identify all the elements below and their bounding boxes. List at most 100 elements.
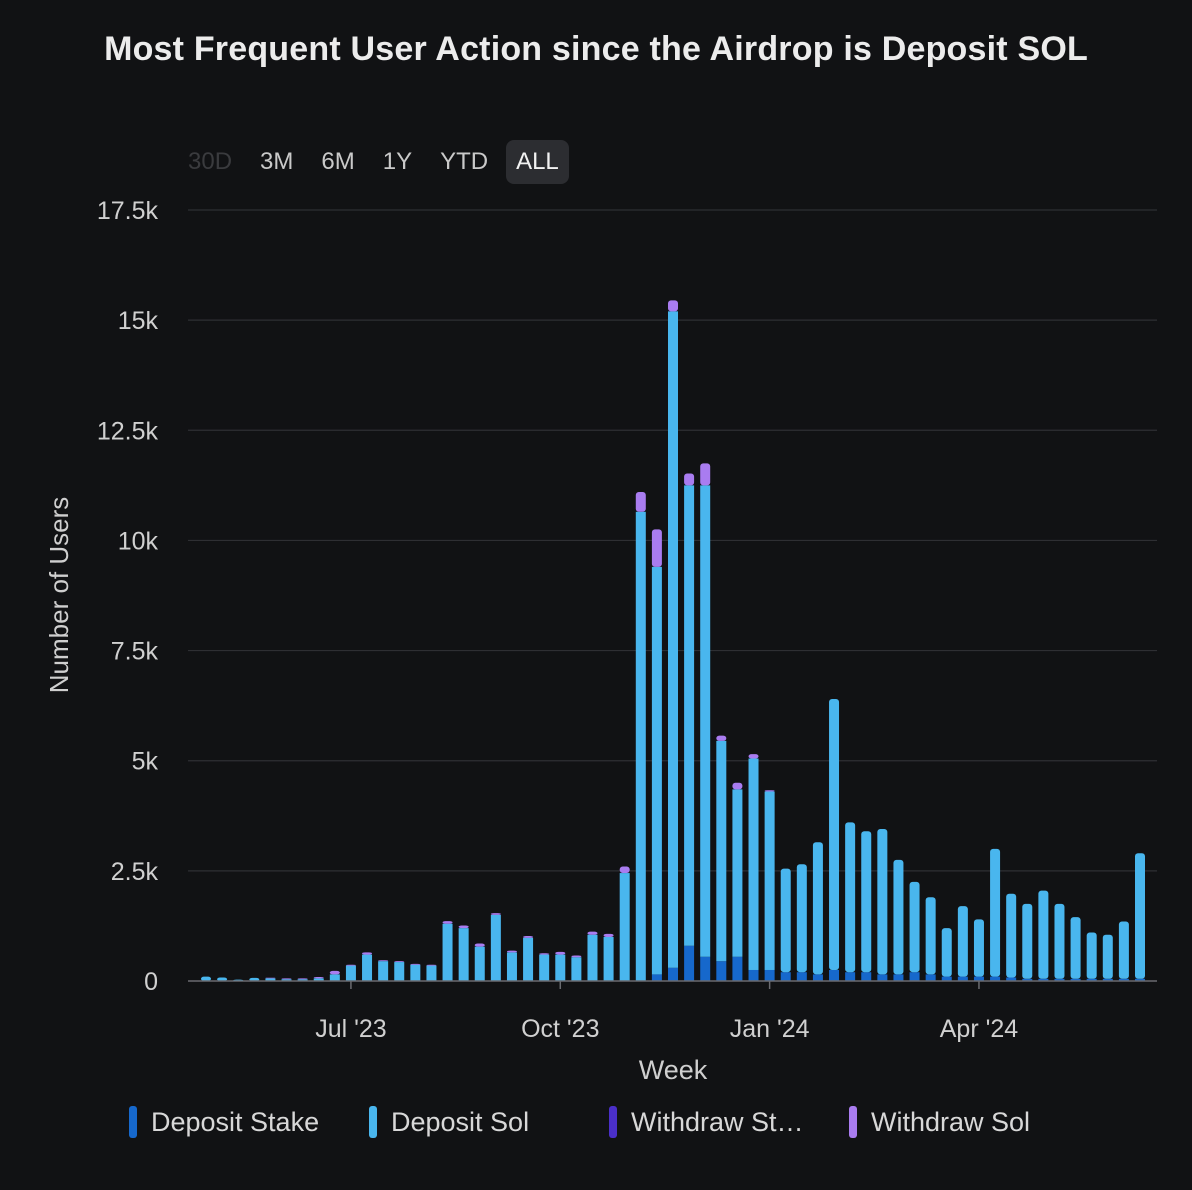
- range-ytd-button[interactable]: YTD: [440, 148, 489, 175]
- bar-withdraw-sol[interactable]: [458, 925, 469, 929]
- bar-deposit-sol[interactable]: [603, 936, 614, 981]
- bar-deposit-sol[interactable]: [668, 311, 678, 968]
- bar-deposit-sol[interactable]: [780, 868, 791, 973]
- bar-withdraw-sol[interactable]: [764, 790, 775, 792]
- bar-deposit-sol[interactable]: [973, 919, 984, 977]
- bar-deposit-stake[interactable]: [990, 976, 1001, 981]
- bar-deposit-sol[interactable]: [893, 859, 904, 975]
- bar-deposit-sol[interactable]: [442, 923, 453, 981]
- bar-deposit-sol[interactable]: [716, 740, 727, 962]
- bar-withdraw-sol[interactable]: [748, 754, 759, 759]
- legend-item-deposit-stake[interactable]: Deposit Stake: [125, 1106, 365, 1138]
- bar-deposit-sol[interactable]: [635, 511, 646, 981]
- bar-deposit-sol[interactable]: [394, 962, 405, 981]
- bar-deposit-sol[interactable]: [523, 937, 534, 981]
- bar-deposit-sol[interactable]: [297, 979, 308, 981]
- bar-deposit-sol[interactable]: [748, 758, 759, 970]
- bar-withdraw-sol[interactable]: [651, 529, 662, 567]
- bar-withdraw-sol[interactable]: [619, 866, 630, 874]
- bar-deposit-sol[interactable]: [700, 485, 711, 957]
- bar-withdraw-sol[interactable]: [523, 936, 534, 938]
- bar-withdraw-sol[interactable]: [345, 964, 356, 966]
- bar-withdraw-sol[interactable]: [716, 735, 727, 741]
- bar-deposit-sol[interactable]: [877, 829, 888, 975]
- bar-deposit-sol[interactable]: [651, 566, 662, 975]
- bar-deposit-sol[interactable]: [506, 952, 517, 981]
- bar-deposit-sol[interactable]: [829, 699, 840, 970]
- bar-deposit-stake[interactable]: [877, 974, 888, 981]
- bar-deposit-stake[interactable]: [925, 974, 936, 981]
- bar-withdraw-sol[interactable]: [490, 913, 501, 915]
- bar-deposit-sol[interactable]: [378, 961, 389, 981]
- legend-item-deposit-sol[interactable]: Deposit Sol: [365, 1106, 605, 1138]
- bar-deposit-stake[interactable]: [780, 972, 791, 981]
- bar-deposit-stake[interactable]: [1070, 978, 1081, 981]
- range-all-button[interactable]: ALL: [506, 140, 569, 184]
- bar-deposit-sol[interactable]: [217, 977, 228, 981]
- bar-deposit-stake[interactable]: [732, 956, 743, 981]
- bar-deposit-sol[interactable]: [957, 906, 968, 977]
- bar-deposit-sol[interactable]: [990, 848, 1001, 977]
- bar-deposit-stake[interactable]: [1102, 978, 1113, 981]
- bar-deposit-sol[interactable]: [329, 974, 340, 981]
- bar-deposit-sol[interactable]: [861, 831, 872, 973]
- bar-deposit-stake[interactable]: [716, 961, 727, 981]
- bar-deposit-sol[interactable]: [313, 978, 324, 981]
- bar-withdraw-sol[interactable]: [668, 300, 678, 312]
- bar-deposit-sol[interactable]: [1118, 921, 1129, 979]
- bar-deposit-stake[interactable]: [829, 969, 840, 981]
- bar-withdraw-sol[interactable]: [506, 950, 517, 953]
- bar-deposit-sol[interactable]: [571, 957, 582, 981]
- bar-withdraw-sol[interactable]: [410, 963, 421, 965]
- bar-deposit-sol[interactable]: [845, 822, 856, 973]
- bar-deposit-sol[interactable]: [555, 954, 566, 981]
- bar-withdraw-sol[interactable]: [297, 978, 308, 980]
- bar-deposit-stake[interactable]: [1086, 978, 1097, 981]
- bar-deposit-sol[interactable]: [764, 791, 775, 970]
- bar-deposit-stake[interactable]: [957, 976, 968, 981]
- bar-withdraw-sol[interactable]: [442, 921, 453, 924]
- bar-deposit-sol[interactable]: [1086, 932, 1097, 979]
- range-6m-button[interactable]: 6M: [321, 148, 355, 175]
- bar-deposit-sol[interactable]: [619, 873, 630, 981]
- bar-deposit-stake[interactable]: [1006, 977, 1017, 981]
- bar-withdraw-sol[interactable]: [732, 782, 743, 790]
- bar-withdraw-sol[interactable]: [265, 977, 276, 979]
- bar-deposit-stake[interactable]: [700, 956, 711, 981]
- bar-deposit-stake[interactable]: [861, 972, 872, 981]
- bar-deposit-stake[interactable]: [1038, 978, 1049, 981]
- bar-deposit-stake[interactable]: [1135, 978, 1145, 981]
- bar-withdraw-sol[interactable]: [329, 970, 340, 975]
- bar-deposit-sol[interactable]: [1022, 903, 1033, 979]
- bar-deposit-stake[interactable]: [748, 969, 759, 981]
- bar-withdraw-sol[interactable]: [539, 953, 550, 955]
- range-1y-button[interactable]: 1Y: [382, 148, 413, 175]
- bar-deposit-stake[interactable]: [909, 972, 920, 981]
- bar-deposit-sol[interactable]: [410, 964, 421, 981]
- bar-deposit-sol[interactable]: [426, 965, 437, 981]
- bar-deposit-stake[interactable]: [764, 969, 775, 981]
- bar-deposit-sol[interactable]: [1102, 934, 1113, 979]
- bar-deposit-stake[interactable]: [1118, 978, 1129, 981]
- bar-withdraw-sol[interactable]: [587, 931, 598, 935]
- bar-deposit-stake[interactable]: [796, 972, 807, 981]
- bar-deposit-sol[interactable]: [345, 965, 356, 981]
- bar-withdraw-sol[interactable]: [378, 960, 389, 962]
- bar-withdraw-sol[interactable]: [555, 951, 566, 955]
- bar-withdraw-sol[interactable]: [635, 491, 646, 512]
- bar-deposit-stake[interactable]: [651, 974, 662, 981]
- bar-withdraw-sol[interactable]: [571, 955, 582, 958]
- bar-deposit-sol[interactable]: [1006, 893, 1017, 978]
- bar-deposit-sol[interactable]: [201, 976, 211, 981]
- bar-deposit-sol[interactable]: [490, 914, 501, 981]
- bar-deposit-sol[interactable]: [1135, 853, 1145, 979]
- bar-withdraw-sol[interactable]: [700, 463, 711, 486]
- bar-deposit-stake[interactable]: [845, 972, 856, 981]
- bar-deposit-sol[interactable]: [1038, 890, 1049, 979]
- bar-deposit-stake[interactable]: [941, 976, 952, 981]
- bar-deposit-sol[interactable]: [812, 842, 823, 975]
- bar-deposit-stake[interactable]: [668, 967, 678, 981]
- bar-withdraw-sol[interactable]: [603, 933, 614, 937]
- legend-item-withdraw-stake[interactable]: Withdraw St…: [605, 1106, 845, 1138]
- bar-deposit-stake[interactable]: [1022, 978, 1033, 981]
